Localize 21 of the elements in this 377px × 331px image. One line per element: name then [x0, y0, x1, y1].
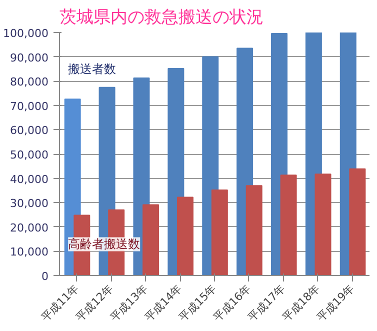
y-tick-label: 70,000	[10, 100, 49, 113]
bar	[349, 168, 366, 276]
y-tick-label: 50,000	[10, 148, 49, 162]
y-tick-label: 80,000	[10, 76, 49, 89]
y-tick-label: 60,000	[10, 124, 49, 138]
bar	[280, 174, 297, 276]
bar	[176, 196, 194, 276]
y-tick-label: 30,000	[10, 197, 49, 210]
bar	[314, 174, 332, 276]
y-tick-label: 90,000	[10, 51, 49, 64]
bar	[246, 185, 262, 276]
series-label: 高齢者搬送数	[68, 237, 140, 252]
bar	[142, 204, 160, 276]
chart-title: 茨城県内の救急搬送の状況	[60, 8, 264, 28]
series-label: 搬送者数	[68, 62, 116, 76]
y-tick-label: 40,000	[10, 172, 49, 186]
y-tick-label: 0	[42, 270, 48, 283]
y-tick-label: 10,000	[10, 246, 49, 259]
y-tick-label: 20,000	[10, 221, 49, 234]
y-tick-label: 100,000	[3, 27, 49, 40]
bar	[211, 189, 228, 276]
